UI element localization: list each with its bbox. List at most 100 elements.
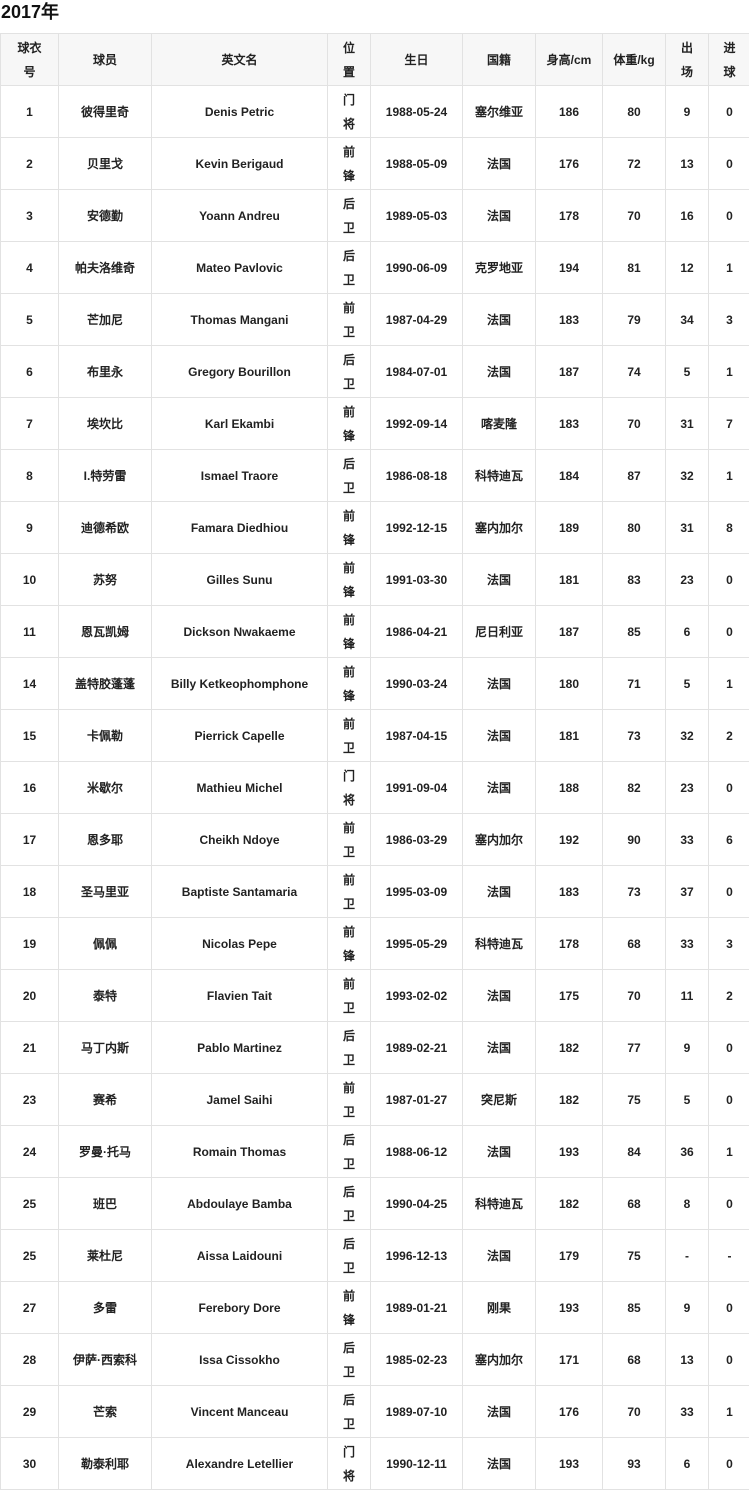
jersey-number-cell: 2 <box>0 137 59 190</box>
height: 193 <box>558 1300 580 1315</box>
nationality: 刚果 <box>486 1300 511 1315</box>
jersey-number: 25 <box>22 1248 37 1263</box>
jersey-number-cell: 8 <box>0 449 59 502</box>
header-label: 球衣号 <box>17 40 42 79</box>
header-jersey-number: 球衣号 <box>0 33 59 86</box>
player-name-cell: 勒泰利耶 <box>58 1437 152 1490</box>
goals-cell: 0 <box>708 1437 749 1490</box>
player-name-cell: 帕夫洛维奇 <box>58 241 152 294</box>
english-name: Denis Petric <box>204 104 275 119</box>
position-cell: 前卫 <box>327 293 371 346</box>
height-cell: 184 <box>535 449 603 502</box>
english-name: Issa Cissokho <box>199 1352 280 1367</box>
position: 前锋 <box>342 924 355 963</box>
height: 181 <box>558 728 580 743</box>
english-name-cell: Issa Cissokho <box>151 1333 328 1386</box>
english-name: Mathieu Michel <box>196 780 283 795</box>
weight-cell: 70 <box>602 189 666 242</box>
position-cell: 后卫 <box>327 1385 371 1438</box>
player-name-cell: 布里永 <box>58 345 152 398</box>
position: 后卫 <box>342 1184 355 1223</box>
english-name: Jamel Saihi <box>206 1092 273 1107</box>
jersey-number: 9 <box>26 520 33 535</box>
english-name: Yoann Andreu <box>199 208 280 223</box>
height-cell: 182 <box>535 1073 603 1126</box>
nationality-cell: 塞内加尔 <box>462 501 536 554</box>
player-name-cell: 恩瓦凯姆 <box>58 605 152 658</box>
goals-cell: 0 <box>708 189 749 242</box>
player-name: 罗曼·托马 <box>79 1144 131 1159</box>
table-row: 29 芒索 Vincent Manceau 后卫 1989-07-10 法国 176 70 33… <box>0 1385 749 1438</box>
header-label: 体重/kg <box>613 52 655 67</box>
nationality: 法国 <box>486 1248 511 1263</box>
jersey-number-cell: 23 <box>0 1073 59 1126</box>
birthday-cell: 1988-05-24 <box>370 85 463 138</box>
appearances: - <box>685 1248 689 1263</box>
birthday-cell: 1989-05-03 <box>370 189 463 242</box>
goals: 1 <box>726 260 733 275</box>
player-name: 佩佩 <box>92 936 117 951</box>
appearances: 5 <box>683 1092 691 1107</box>
goals-cell: - <box>708 1229 749 1282</box>
position-cell: 前卫 <box>327 865 371 918</box>
appearances-cell: 9 <box>665 85 709 138</box>
height: 181 <box>558 572 580 587</box>
appearances-cell: - <box>665 1229 709 1282</box>
player-name: 卡佩勒 <box>86 728 123 743</box>
jersey-number-cell: 10 <box>0 553 59 606</box>
english-name-cell: Karl Ekambi <box>151 397 328 450</box>
weight-cell: 72 <box>602 137 666 190</box>
weight: 72 <box>627 156 641 171</box>
birthday: 1984-07-01 <box>385 364 448 379</box>
english-name-cell: Billy Ketkeophomphone <box>151 657 328 710</box>
birthday: 1991-09-04 <box>385 780 448 795</box>
player-name: 安德勤 <box>86 208 123 223</box>
appearances: 32 <box>680 468 694 483</box>
goals-cell: 0 <box>708 605 749 658</box>
player-name-cell: 安德勤 <box>58 189 152 242</box>
height: 183 <box>558 416 580 431</box>
english-name-cell: Mateo Pavlovic <box>151 241 328 294</box>
jersey-number-cell: 19 <box>0 917 59 970</box>
position-cell: 门将 <box>327 1437 371 1490</box>
table-row: 11 恩瓦凯姆 Dickson Nwakaeme 前锋 1986-04-21 尼日利亚 18… <box>0 605 749 658</box>
english-name-cell: Mathieu Michel <box>151 761 328 814</box>
weight-cell: 70 <box>602 1385 666 1438</box>
header-nationality: 国籍 <box>462 33 536 86</box>
english-name: Famara Diedhiou <box>190 520 289 535</box>
player-name: I.特劳雷 <box>83 468 127 483</box>
nationality: 法国 <box>486 676 511 691</box>
birthday-cell: 1984-07-01 <box>370 345 463 398</box>
height: 182 <box>558 1196 580 1211</box>
birthday-cell: 1987-04-15 <box>370 709 463 762</box>
nationality-cell: 塞内加尔 <box>462 1333 536 1386</box>
goals-cell: 1 <box>708 657 749 710</box>
english-name-cell: Pablo Martinez <box>151 1021 328 1074</box>
player-name-cell: 恩多耶 <box>58 813 152 866</box>
appearances: 33 <box>680 1404 694 1419</box>
header-label: 进球 <box>723 40 736 79</box>
weight: 68 <box>627 1196 641 1211</box>
birthday: 1987-04-29 <box>385 312 448 327</box>
birthday: 1986-08-18 <box>385 468 448 483</box>
jersey-number: 24 <box>22 1144 37 1159</box>
weight-cell: 79 <box>602 293 666 346</box>
height-cell: 193 <box>535 1437 603 1490</box>
english-name-cell: Yoann Andreu <box>151 189 328 242</box>
english-name-cell: Ferebory Dore <box>151 1281 328 1334</box>
goals-cell: 0 <box>708 137 749 190</box>
goals: 0 <box>726 884 733 899</box>
english-name-cell: Nicolas Pepe <box>151 917 328 970</box>
jersey-number-cell: 25 <box>0 1229 59 1282</box>
jersey-number: 7 <box>26 416 33 431</box>
jersey-number: 15 <box>22 728 37 743</box>
weight-cell: 84 <box>602 1125 666 1178</box>
birthday: 1989-01-21 <box>385 1300 448 1315</box>
player-name-cell: 圣马里亚 <box>58 865 152 918</box>
birthday: 1991-03-30 <box>385 572 448 587</box>
player-name: 芒加尼 <box>86 312 123 327</box>
weight: 85 <box>627 624 641 639</box>
english-name: Cheikh Ndoye <box>199 832 280 847</box>
height-cell: 182 <box>535 1021 603 1074</box>
player-name-cell: 罗曼·托马 <box>58 1125 152 1178</box>
